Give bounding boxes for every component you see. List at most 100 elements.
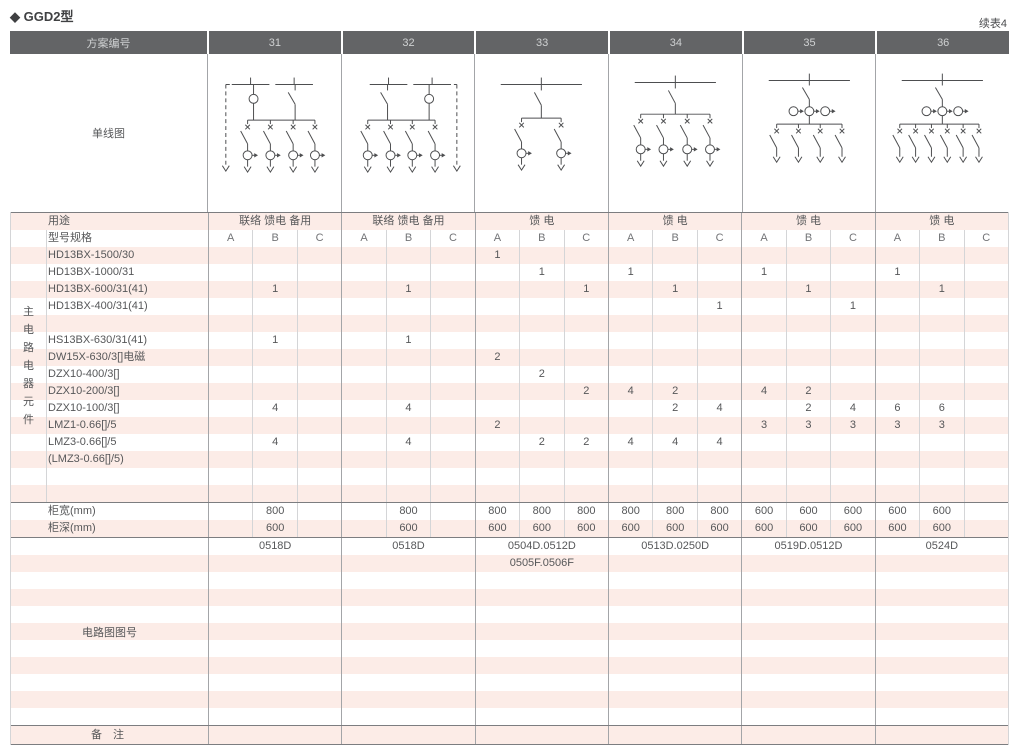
value-31B: 800 <box>252 503 296 520</box>
value-35A <box>741 451 785 468</box>
figure-number-34 <box>607 657 741 674</box>
value-35B <box>785 485 830 502</box>
value-33C <box>563 485 608 502</box>
value-33C: 800 <box>563 503 608 520</box>
value-34A: 600 <box>607 520 652 537</box>
value-36B: 600 <box>919 520 963 537</box>
component-row: LMZ3-0.66[]/5 4 4 2 2 4 4 4 <box>11 434 1008 451</box>
value-36A: 3 <box>874 417 919 434</box>
value-32C <box>430 520 474 537</box>
component-row <box>11 315 1008 332</box>
value-35B: 3 <box>785 417 830 434</box>
figure-number-32 <box>341 572 474 589</box>
value-36C <box>963 366 1008 383</box>
figure-number-35 <box>741 623 874 640</box>
component-row: HD13BX-1000/31 1 1 1 1 <box>11 264 1008 281</box>
value-35C <box>830 349 874 366</box>
value-34B <box>652 417 696 434</box>
figure-values: 0505F.0506F <box>208 555 1008 572</box>
usage-label: 用途 <box>48 215 70 227</box>
scheme-header-34: 34 <box>608 31 742 54</box>
value-35C <box>830 315 874 332</box>
value-34A <box>607 451 652 468</box>
value-31C <box>296 417 341 434</box>
page-title: ◆ GGD2型 <box>10 9 74 24</box>
subcol-35B: B <box>785 230 830 247</box>
value-33C <box>563 417 608 434</box>
subcol-33A: A <box>474 230 519 247</box>
figure-number-36 <box>874 708 1008 725</box>
value-31C <box>296 247 341 264</box>
value-36B: 3 <box>919 417 963 434</box>
value-32B: 600 <box>385 520 430 537</box>
component-row: HD13BX-400/31(41) 1 1 <box>11 298 1008 315</box>
value-35B <box>785 332 830 349</box>
figure-number-35 <box>741 691 874 708</box>
value-35C <box>830 332 874 349</box>
value-35B: 1 <box>785 281 830 298</box>
value-31B: 600 <box>252 520 296 537</box>
value-33A <box>474 468 519 485</box>
value-32B <box>385 247 430 264</box>
component-row: DW15X-630/3[]电磁 2 <box>11 349 1008 366</box>
value-36B: 1 <box>919 281 963 298</box>
component-label: DZX10-400/3[] <box>48 368 120 380</box>
value-33C <box>563 264 608 281</box>
value-36C <box>963 520 1008 537</box>
value-33C <box>563 247 608 264</box>
figure-number-36: 0524D <box>874 538 1008 555</box>
value-36A: 6 <box>874 400 919 417</box>
component-row: DZX10-100/3[] 4 4 2 4 2 4 6 6 <box>11 400 1008 417</box>
value-35A <box>741 400 785 417</box>
component-label: HS13BX-630/31(41) <box>48 334 148 346</box>
value-36C <box>963 400 1008 417</box>
value-31A <box>208 468 252 485</box>
value-35A: 3 <box>741 417 785 434</box>
value-36A <box>874 349 919 366</box>
remark-row: 备 注 <box>11 725 1008 745</box>
value-33A <box>474 383 519 400</box>
figure-values: 0518D 0518D 0504D.0512D 0513D.0250D 0519D.05… <box>208 538 1008 555</box>
value-36C <box>963 281 1008 298</box>
value-35A <box>741 349 785 366</box>
value-36A <box>874 315 919 332</box>
side-label-char: 电 <box>23 323 34 336</box>
value-33C <box>563 315 608 332</box>
value-36A <box>874 485 919 502</box>
figure-number-36 <box>874 674 1008 691</box>
value-33B <box>519 468 563 485</box>
figure-number-35: 0519D.0512D <box>741 538 874 555</box>
value-33A <box>474 434 519 451</box>
value-33B <box>519 315 563 332</box>
value-35A <box>741 315 785 332</box>
figure-number-33 <box>474 589 608 606</box>
value-33A: 800 <box>474 503 519 520</box>
value-31C <box>296 383 341 400</box>
subcol-35A: A <box>741 230 785 247</box>
subcol-34C: C <box>696 230 741 247</box>
subcol-34B: B <box>652 230 696 247</box>
subcol-31C: C <box>296 230 341 247</box>
value-31A <box>208 520 252 537</box>
value-35B: 2 <box>785 383 830 400</box>
value-34B <box>652 332 696 349</box>
figure-number-32 <box>341 674 474 691</box>
component-label: HD13BX-1500/30 <box>48 249 135 261</box>
value-32A <box>341 247 385 264</box>
figure-number-34 <box>607 555 741 572</box>
value-35A <box>741 485 785 502</box>
value-34C: 800 <box>696 503 741 520</box>
value-35A <box>741 332 785 349</box>
value-33B: 600 <box>519 520 563 537</box>
value-31B <box>252 366 296 383</box>
remark-cell-34 <box>607 726 741 744</box>
value-35B <box>785 468 830 485</box>
value-34A: 800 <box>607 503 652 520</box>
value-33C <box>563 366 608 383</box>
component-label: LMZ1-0.66[]/5 <box>48 419 117 431</box>
value-36B <box>919 468 963 485</box>
value-32B: 800 <box>385 503 430 520</box>
value-31C <box>296 485 341 502</box>
value-31C <box>296 434 341 451</box>
